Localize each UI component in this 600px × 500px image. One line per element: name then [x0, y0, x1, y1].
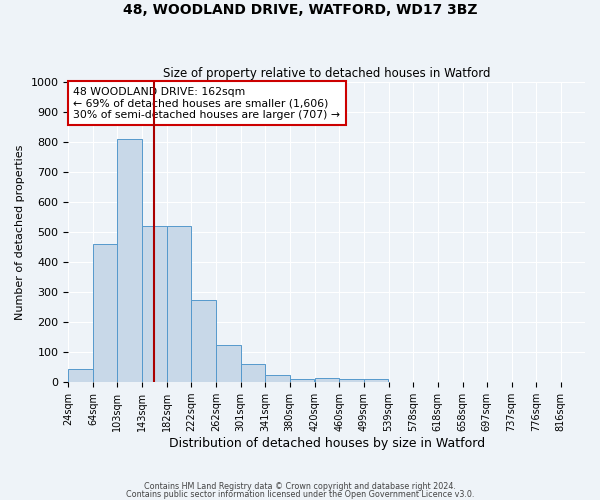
Text: 48, WOODLAND DRIVE, WATFORD, WD17 3BZ: 48, WOODLAND DRIVE, WATFORD, WD17 3BZ: [123, 2, 477, 16]
Bar: [364, 379, 388, 382]
X-axis label: Distribution of detached houses by size in Watford: Distribution of detached houses by size …: [169, 437, 485, 450]
Bar: [265, 374, 290, 382]
Bar: [68, 368, 92, 382]
Bar: [167, 226, 191, 382]
Bar: [216, 344, 241, 382]
Bar: [290, 379, 314, 382]
Bar: [191, 300, 215, 382]
Text: Contains HM Land Registry data © Crown copyright and database right 2024.: Contains HM Land Registry data © Crown c…: [144, 482, 456, 491]
Bar: [93, 244, 118, 382]
Bar: [118, 139, 142, 382]
Title: Size of property relative to detached houses in Watford: Size of property relative to detached ho…: [163, 66, 490, 80]
Bar: [241, 364, 265, 382]
Bar: [340, 379, 364, 382]
Text: 48 WOODLAND DRIVE: 162sqm
← 69% of detached houses are smaller (1,606)
30% of se: 48 WOODLAND DRIVE: 162sqm ← 69% of detac…: [73, 86, 340, 120]
Bar: [142, 226, 167, 382]
Text: Contains public sector information licensed under the Open Government Licence v3: Contains public sector information licen…: [126, 490, 474, 499]
Bar: [314, 378, 339, 382]
Y-axis label: Number of detached properties: Number of detached properties: [15, 144, 25, 320]
